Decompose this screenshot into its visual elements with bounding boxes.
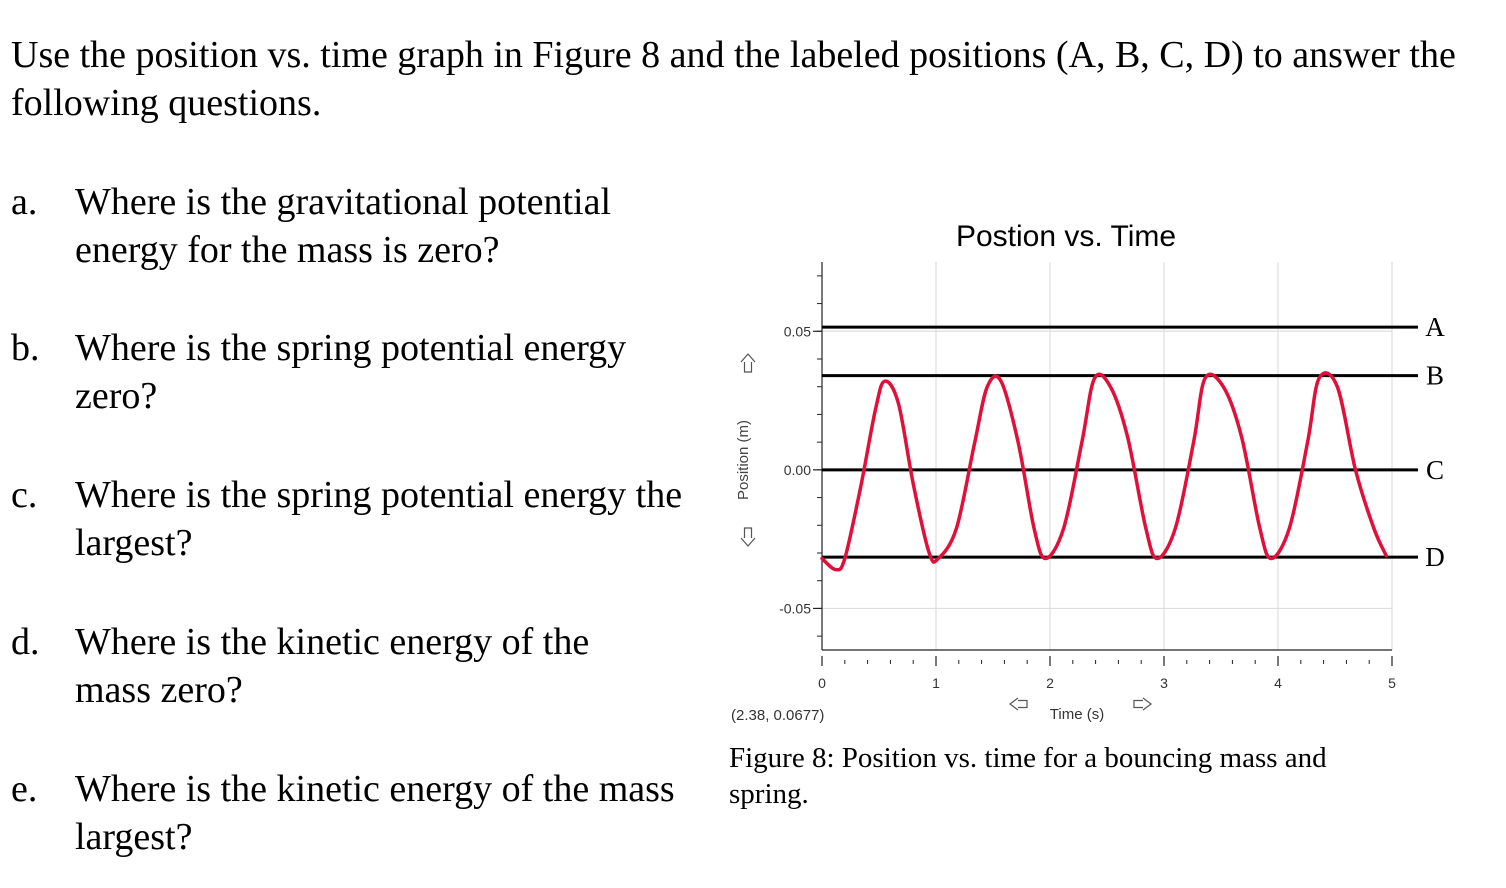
series-point bbox=[874, 407, 877, 411]
x-tick-label: 2 bbox=[1046, 675, 1054, 691]
y-tick-label: 0.05 bbox=[784, 323, 811, 339]
series-point bbox=[1306, 440, 1309, 444]
series-point bbox=[834, 568, 837, 571]
series-point bbox=[912, 482, 915, 485]
series-point bbox=[955, 526, 958, 530]
question-text: Where is the kinetic energy of the mass … bbox=[75, 768, 675, 858]
series-point bbox=[820, 557, 824, 560]
series-point bbox=[1080, 440, 1084, 444]
y-axis-up-arrow-icon[interactable] bbox=[740, 353, 756, 373]
y-axis-label: Position (m) bbox=[735, 420, 752, 500]
reference-lines: AB C D bbox=[822, 312, 1445, 572]
series-point bbox=[1174, 526, 1177, 530]
chart-series bbox=[820, 371, 1389, 572]
x-axis-right-arrow-icon[interactable] bbox=[1133, 697, 1152, 711]
y-tick-label: -0.05 bbox=[779, 600, 811, 616]
series-point bbox=[928, 551, 931, 555]
series-point bbox=[1336, 385, 1339, 388]
position-series-line bbox=[820, 371, 1389, 572]
intro-text: Use the position vs. time graph in Figur… bbox=[11, 34, 1456, 124]
series-point bbox=[999, 380, 1003, 383]
series-point bbox=[1240, 435, 1243, 438]
question-letter: c. bbox=[11, 474, 38, 516]
series-point bbox=[897, 402, 900, 405]
series-point bbox=[1062, 526, 1065, 530]
x-tick-label: 0 bbox=[818, 675, 826, 691]
series-point bbox=[1372, 526, 1376, 530]
series-point bbox=[1317, 377, 1321, 380]
cursor-readout: (2.38, 0.0677) bbox=[731, 707, 824, 724]
series-point bbox=[1385, 554, 1388, 557]
series-point bbox=[1270, 557, 1273, 560]
x-tick-label: 4 bbox=[1274, 675, 1282, 691]
question-letter: d. bbox=[11, 621, 40, 663]
series-point bbox=[1044, 557, 1047, 560]
series-point bbox=[1109, 385, 1112, 388]
question-c: c. Where is the spring potential energy … bbox=[11, 471, 711, 567]
question-a: a. Where is the gravitational potential … bbox=[11, 178, 711, 274]
series-point bbox=[1222, 385, 1225, 388]
series-point bbox=[1288, 526, 1291, 530]
series-point bbox=[1093, 377, 1096, 380]
reference-label-a: A bbox=[1425, 312, 1445, 342]
x-tick-label: 5 bbox=[1388, 675, 1396, 691]
series-point bbox=[1192, 440, 1195, 444]
series-point bbox=[1126, 435, 1129, 438]
figure-caption: Figure 8: Position vs. time for a bounci… bbox=[729, 742, 1327, 810]
question-d: d. Where is the kinetic energy of the ma… bbox=[11, 618, 711, 714]
series-point bbox=[1258, 526, 1262, 530]
series-point bbox=[843, 557, 846, 560]
reference-label-c: C bbox=[1426, 455, 1444, 485]
series-point bbox=[937, 557, 940, 560]
series-point bbox=[986, 385, 989, 388]
question-text: Where is the gravitational potential ene… bbox=[75, 181, 612, 271]
series-point bbox=[859, 485, 862, 488]
x-axis-left-arrow-icon[interactable] bbox=[1009, 697, 1028, 711]
question-letter: a. bbox=[11, 181, 38, 223]
question-e: e. Where is the kinetic energy of the ma… bbox=[11, 765, 711, 861]
y-tick-label: 0.00 bbox=[784, 462, 811, 478]
series-point bbox=[973, 440, 976, 444]
x-tick-label: 3 bbox=[1160, 675, 1168, 691]
question-letter: e. bbox=[11, 768, 38, 810]
reference-label-d: D bbox=[1425, 542, 1445, 572]
reference-label-b: B bbox=[1426, 361, 1444, 391]
x-axis-label: Time (s) bbox=[1050, 706, 1104, 723]
series-point bbox=[1144, 526, 1148, 530]
question-text: Where is the spring potential energy zer… bbox=[75, 327, 627, 417]
series-point bbox=[1354, 468, 1357, 472]
series-point bbox=[1203, 377, 1207, 380]
question-letter: b. bbox=[11, 327, 40, 369]
question-b: b. Where is the spring potential energy … bbox=[11, 324, 711, 420]
series-point bbox=[1156, 557, 1159, 560]
question-text: Where is the spring potential energy the… bbox=[75, 474, 683, 564]
chart-title: Postion vs. Time bbox=[956, 220, 1176, 253]
series-point bbox=[1016, 440, 1020, 444]
x-tick-label: 1 bbox=[932, 675, 940, 691]
question-text: Where is the kinetic energy of the mass … bbox=[75, 621, 590, 711]
series-point bbox=[883, 380, 886, 383]
series-point bbox=[1032, 526, 1036, 530]
y-axis-down-arrow-icon[interactable] bbox=[740, 527, 756, 547]
